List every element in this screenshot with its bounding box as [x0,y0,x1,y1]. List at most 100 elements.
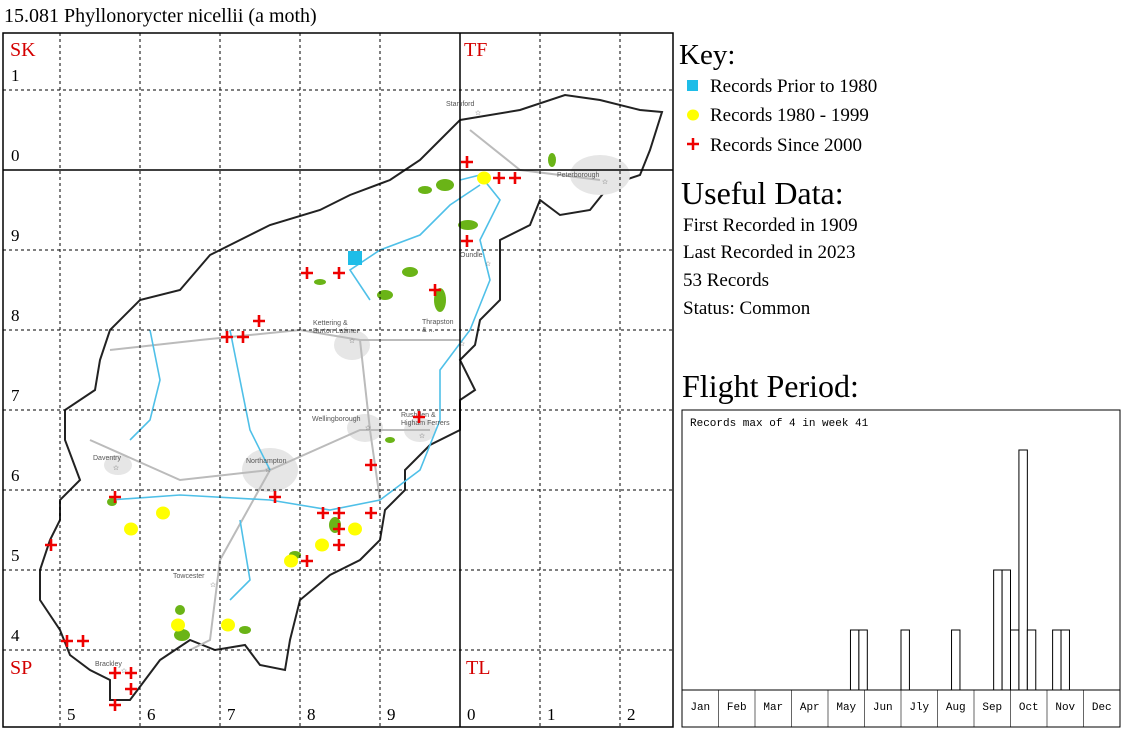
town-star: ☆ [121,667,127,675]
record-since-2000 [125,667,137,679]
week-bar [993,569,1003,691]
week-bar [1018,449,1028,691]
record-since-2000 [237,331,249,343]
week-bar [1060,629,1070,691]
town-label: Thrapston [422,319,454,326]
town-star: ☆ [113,464,119,472]
page-title: 15.081 Phyllonorycter nicellii (a moth) [4,5,317,27]
record-since-2000 [61,635,73,647]
town-label: Northampton [246,458,287,465]
useful-data-line: 53 Records [683,270,769,291]
record-1980-1999 [348,522,362,536]
column-label: 2 [627,705,636,724]
town-star: ☆ [210,581,216,589]
town-star: ☆ [419,432,425,440]
grid-square-label: SK [10,39,36,61]
record-since-2000 [365,459,377,471]
chart-note: Records max of 4 in week 41 [690,418,869,430]
row-label: 6 [11,466,20,485]
column-label: 1 [547,705,556,724]
record-since-2000 [429,284,441,296]
record-since-2000 [413,411,425,423]
row-label: 1 [11,66,20,85]
key-item: Records Since 2000 [710,135,862,156]
month-label: Feb [727,702,747,714]
town-star: ☆ [475,109,481,117]
row-label: 8 [11,306,20,325]
record-1980-1999 [124,522,138,536]
month-label: Dec [1092,702,1112,714]
town-label: Burton Latimer [313,328,360,335]
record-since-2000 [317,507,329,519]
row-label: 0 [11,146,20,165]
week-bar [1010,629,1020,691]
week-bar [900,629,910,691]
row-label: 4 [11,626,20,645]
key-title: Key: [679,39,735,71]
key-symbol-circle [687,109,699,121]
week-bar [858,629,868,691]
record-since-2000 [301,267,313,279]
town-label: Stamford [446,101,475,108]
town-label: & ... [422,327,435,334]
month-label: Apr [800,702,820,714]
record-since-2000 [269,491,281,503]
month-label: Jly [909,702,929,714]
record-since-2000 [365,507,377,519]
column-label: 7 [227,705,236,724]
record-since-2000 [253,315,265,327]
town-label: Towcester [173,573,205,580]
grid-square-label: TF [464,39,487,61]
month-label: Oct [1019,702,1039,714]
record-1980-1999 [284,554,298,568]
useful-data-line: Last Recorded in 2023 [683,242,856,263]
column-label: 0 [467,705,476,724]
record-1980-1999 [171,618,185,632]
column-label: 9 [387,705,396,724]
town-star: ☆ [265,466,271,474]
record-prior-1980 [348,251,362,265]
town-star: ☆ [602,178,608,186]
record-since-2000 [45,539,57,551]
month-label: Jun [873,702,893,714]
town-label: Kettering & [313,320,348,327]
flight-period-title: Flight Period: [682,368,859,404]
town-label: Peterborough [557,172,600,179]
town-label: Daventry [93,455,122,462]
flight-chart: Records max of 4 in week 41 Jan Feb Mar Apr… [681,409,1121,728]
grid-square-label: TL [466,657,490,679]
town-star: ☆ [459,340,465,348]
record-1980-1999 [156,506,170,520]
record-since-2000 [333,507,345,519]
week-bar [951,629,961,691]
county-outline [39,93,664,701]
record-since-2000 [461,235,473,247]
row-label: 7 [11,386,20,405]
month-label: Mar [763,702,783,714]
record-1980-1999 [221,618,235,632]
key-symbol-square [687,80,698,91]
useful-data-line: First Recorded in 1909 [683,215,858,236]
record-since-2000 [125,683,137,695]
record-since-2000 [493,172,505,184]
month-label: Jan [690,702,710,714]
column-label: 8 [307,705,316,724]
useful-data-title: Useful Data: [681,175,844,211]
record-since-2000 [109,491,121,503]
record-since-2000 [301,555,313,567]
record-since-2000 [333,539,345,551]
town-star: ☆ [349,337,355,345]
town-star: ☆ [485,260,491,268]
week-bar [1001,569,1011,691]
record-since-2000 [461,156,473,168]
record-since-2000 [333,267,345,279]
week-bar [1052,629,1062,691]
key-symbol-cross [687,138,699,150]
town-label: Brackley [95,661,122,668]
month-label: Sep [982,702,1002,714]
record-markers [45,156,521,711]
town-label: Higham Ferrers [401,420,450,427]
